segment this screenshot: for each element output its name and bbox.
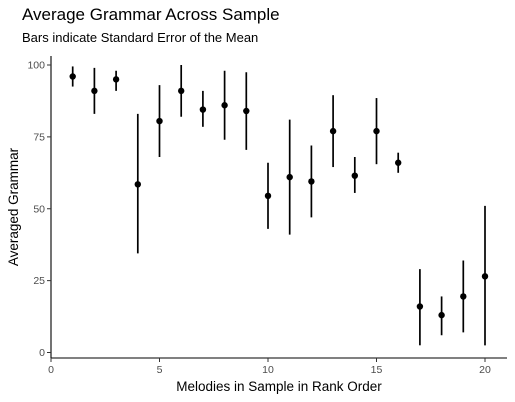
y-axis-title: Averaged Grammar [6,147,21,266]
data-marks [69,65,489,346]
data-point [112,76,120,83]
data-point [178,87,185,95]
x-tick-label: 0 [48,364,54,376]
data-point [416,303,424,310]
data-point [308,178,315,185]
data-point [351,172,358,179]
data-point [329,127,337,135]
data-point [156,117,163,125]
y-tick-label: 75 [33,131,45,143]
data-point [243,107,250,115]
y-tick-label: 100 [27,60,45,72]
data-point [91,87,98,95]
x-tick-label: 10 [262,364,274,376]
x-tick-label: 15 [371,364,383,376]
chart-title: Average Grammar Across Sample [22,5,280,24]
x-tick-label: 5 [157,364,163,376]
data-point [199,106,207,113]
y-tick-label: 25 [33,275,45,287]
chart-subtitle: Bars indicate Standard Error of the Mean [22,30,259,45]
data-point [69,73,76,80]
data-point [481,273,489,280]
data-point [264,192,272,200]
data-point [395,159,402,166]
axes: 0 25 50 75 100 0 5 10 15 20 [27,56,507,376]
data-point [286,173,293,181]
x-axis-title: Melodies in Sample in Rank Order [176,379,382,394]
data-point [134,181,141,188]
data-point [460,293,467,300]
data-point [221,102,228,109]
y-tick-label: 0 [39,347,45,359]
y-tick-label: 50 [33,203,45,215]
data-point [373,127,380,135]
x-tick-label: 20 [479,364,491,376]
data-point [438,311,445,319]
